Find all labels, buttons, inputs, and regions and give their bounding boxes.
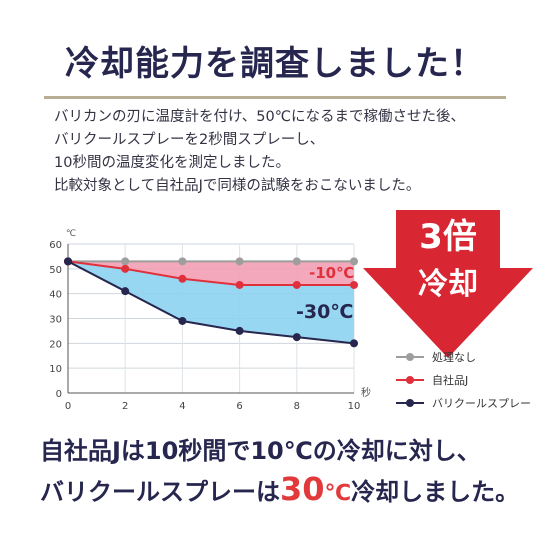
summary-line-2-pre: バリクールスプレーは <box>40 478 280 506</box>
annotation-minus-30: -30℃ <box>296 301 353 323</box>
legend-item-spray: バリクールスプレー <box>396 397 531 410</box>
y-tick-label: 50 <box>49 265 62 276</box>
data-point <box>292 333 301 342</box>
data-point <box>178 316 187 325</box>
legend-label-spray: バリクールスプレー <box>432 397 531 410</box>
series-line-own-product <box>67 260 354 286</box>
data-point <box>121 287 130 296</box>
data-point <box>292 280 301 289</box>
legend-item-untreated: 処理なし <box>396 351 476 364</box>
intro-text: バリカンの刃に温度計を付け、50℃になるまで稼働させた後、 バリクールスプレーを… <box>54 106 524 198</box>
y-tick-label: 40 <box>49 290 62 301</box>
x-tick-label: 8 <box>294 401 300 412</box>
data-point <box>235 326 244 335</box>
x-tick-label: 10 <box>348 401 361 412</box>
chart-fills <box>68 261 354 344</box>
chart-series <box>64 257 358 348</box>
x-tick-label: 0 <box>65 401 71 412</box>
summary-line-1: 自社品Jは10秒間で10℃の冷却に対し、 <box>40 437 481 465</box>
y-tick-label: 60 <box>49 240 62 251</box>
data-point <box>178 274 187 283</box>
y-axis-unit-label: ℃ <box>66 229 76 239</box>
title-divider <box>44 96 506 99</box>
badge-line-2: 冷却 <box>418 267 478 302</box>
fill-area-spray <box>68 261 354 344</box>
annotation-minus-10: -10℃ <box>309 264 354 282</box>
legend-item-own-product: 自社品J <box>396 373 468 387</box>
intro-line: 比較対象として自社品Jで同様の試験をおこないました。 <box>54 178 421 194</box>
data-point <box>178 257 187 266</box>
data-point <box>121 264 130 273</box>
summary-line-2-post: 冷却しました。 <box>351 478 520 506</box>
chart-axes: 0 10 20 30 40 50 60 0 2 4 6 8 10 <box>49 240 360 412</box>
data-point <box>64 257 72 266</box>
page-title: 冷却能力を調査しました！ <box>65 44 485 84</box>
data-point <box>121 257 130 266</box>
y-tick-label: 20 <box>49 339 62 350</box>
chart-legend: 処理なし 自社品J バリクールスプレー <box>396 351 531 410</box>
data-point <box>350 339 358 348</box>
temperature-chart: 0 10 20 30 40 50 60 0 2 4 6 8 10 -10℃ -30℃ ℃ 秒 3倍 冷却… <box>49 210 533 412</box>
x-tick-label: 2 <box>122 401 128 412</box>
intro-line: 10秒間の温度変化を測定しました。 <box>54 155 290 171</box>
summary-line-2: バリクールスプレーは30℃冷却しました。 <box>40 470 540 513</box>
fill-area-own-product <box>68 261 354 285</box>
data-point <box>350 280 358 289</box>
legend-label-untreated: 処理なし <box>432 351 476 364</box>
x-tick-label: 6 <box>236 401 242 412</box>
x-tick-label: 4 <box>179 401 185 412</box>
data-point <box>235 257 244 266</box>
legend-label-own-product: 自社品J <box>432 373 468 387</box>
badge-line-1: 3倍 <box>419 217 477 257</box>
cooling-badge-arrow: 3倍 冷却 <box>363 210 533 358</box>
series-line-spray <box>67 260 355 345</box>
y-tick-label: 0 <box>56 389 62 400</box>
x-axis-unit-label: 秒 <box>361 386 371 399</box>
data-point <box>350 257 358 266</box>
data-point <box>292 257 301 266</box>
summary-highlight-unit: ℃ <box>324 481 352 506</box>
data-point <box>235 280 244 289</box>
y-tick-label: 30 <box>49 315 62 326</box>
y-tick-label: 10 <box>49 364 62 375</box>
summary-highlight-number: 30 <box>280 470 325 508</box>
intro-line: バリカンの刃に温度計を付け、50℃になるまで稼働させた後、 <box>54 109 466 125</box>
intro-line: バリクールスプレーを2秒間スプレーし、 <box>54 132 325 148</box>
summary-text: 自社品Jは10秒間で10℃の冷却に対し、 バリクールスプレーは30℃冷却しました… <box>40 432 540 513</box>
